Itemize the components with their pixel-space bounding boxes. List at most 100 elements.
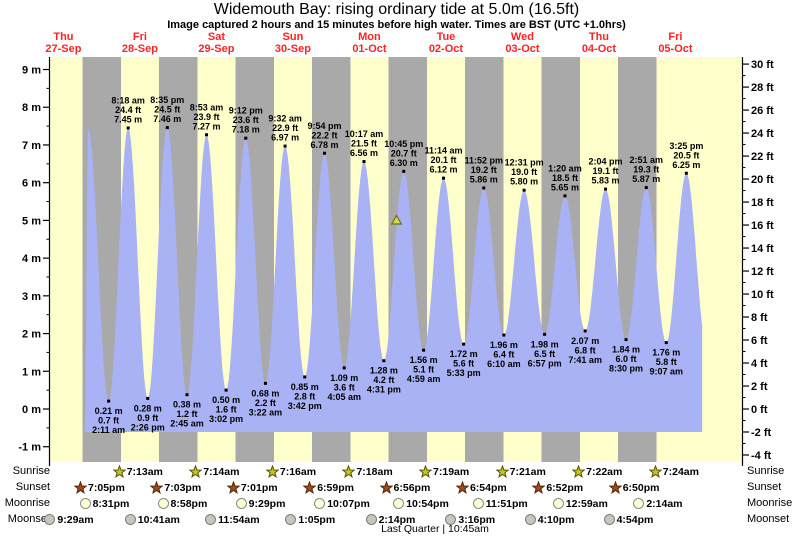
sunrise-time: 7:22am — [586, 465, 623, 478]
moonrise-marker: 10:07pm — [313, 496, 370, 511]
day-weekday: Thu — [588, 31, 610, 43]
sunrise-marker: 7:16am — [265, 464, 317, 479]
tide-extreme-dot — [107, 399, 111, 403]
tide-extreme-dot — [462, 342, 466, 346]
left-axis-label: 4 m — [22, 253, 41, 265]
tide-annotation-line: 2.8 ft — [294, 391, 315, 401]
tide-annotation-line: 20.1 ft — [430, 155, 456, 165]
moonrise-marker: 11:51pm — [472, 496, 528, 511]
tide-annotation-line: 6.78 m — [310, 140, 338, 150]
sunrise-time: 7:16am — [279, 465, 317, 478]
moonset-circle-icon — [603, 514, 615, 525]
tide-annotation-line: 19.1 ft — [593, 166, 619, 176]
sunset-star-icon — [608, 481, 622, 494]
moonset-circle-icon — [205, 514, 217, 525]
tide-annotation-line: 6.0 ft — [616, 354, 637, 364]
sunrise-marker: 7:24am — [648, 464, 699, 479]
day-label: Fri 05-Oct — [637, 31, 713, 55]
tide-annotation-line: 3:42 pm — [288, 401, 322, 411]
tide-annotation-line: 5.6 ft — [453, 359, 474, 369]
moonrise-marker: 12:59am — [552, 496, 608, 511]
tide-annotation-line: 7.18 m — [232, 125, 260, 135]
tide-annotation-line: 1.6 ft — [216, 405, 237, 415]
sunrise-marker: 7:13am — [112, 464, 163, 479]
tide-annotation-line: 2:45 am — [170, 419, 204, 429]
sunrise-time: 7:14am — [203, 465, 240, 478]
moonrise-circle-icon — [633, 498, 645, 509]
moonset-marker: 10:41am — [124, 512, 180, 527]
right-axis-label: -4 ft — [751, 450, 772, 462]
sunset-time: 6:59pm — [317, 481, 354, 494]
tide-annotation-line: 10:17 am — [345, 129, 384, 139]
tide-low-annotation: 1.98 m6.5 ft6:57 pm — [528, 332, 562, 368]
moonset-row-label: Moonset — [7, 513, 50, 525]
right-axis-label: 8 ft — [751, 312, 768, 324]
tide-annotation-line: 6.56 m — [350, 148, 378, 158]
sunrise-star-icon — [419, 465, 433, 478]
day-weekday: Thu — [53, 31, 74, 43]
sunrise-star-icon — [495, 465, 509, 478]
moonset-marker: 11:54am — [204, 512, 260, 527]
tide-annotation-line: 0.7 ft — [98, 416, 119, 426]
tide-annotation-line: 6:57 pm — [528, 358, 562, 368]
sunrise-row-label-right: Sunrise — [747, 465, 785, 477]
tide-extreme-dot — [502, 333, 506, 337]
sunset-star-icon — [379, 481, 393, 494]
tide-annotation-line: 24.5 ft — [154, 105, 180, 115]
moonset-circle-icon — [44, 514, 56, 525]
tide-annotation-line: 0.21 m — [95, 406, 123, 416]
moonrise-marker: 9:29pm — [235, 496, 285, 511]
moonset-circle-icon — [124, 514, 136, 525]
tide-annotation-line: 6.4 ft — [493, 350, 514, 360]
tide-low-annotation: 1.76 m5.8 ft9:07 am — [649, 341, 683, 377]
tide-extreme-dot — [482, 186, 486, 190]
tide-annotation-line: 4.2 ft — [373, 375, 394, 385]
tide-extreme-dot — [583, 329, 587, 333]
tide-annotation-line: 9:12 pm — [229, 106, 263, 116]
tide-annotation-line: 6.5 ft — [534, 349, 555, 359]
left-axis-label: 7 m — [22, 140, 41, 152]
tide-annotation-line: 9:54 pm — [307, 121, 341, 131]
sunrise-row-label: Sunrise — [12, 465, 50, 477]
day-weekday: Mon — [358, 31, 381, 43]
tide-extreme-dot — [664, 341, 668, 345]
right-axis-label: 22 ft — [751, 151, 774, 163]
tide-annotation-line: 3:02 pm — [209, 414, 243, 424]
tide-low-annotation: 1.96 m6.4 ft6:10 am — [487, 333, 521, 369]
tide-annotation-line: 0.50 m — [212, 395, 240, 405]
tide-annotation-line: 4:59 am — [407, 374, 441, 384]
sunrise-time: 7:13am — [126, 465, 163, 478]
right-axis-label: 24 ft — [751, 128, 774, 140]
tide-annotation-line: 6.25 m — [672, 160, 700, 170]
sunset-marker: 6:56pm — [379, 480, 430, 495]
moonset-time: 4:54pm — [616, 513, 654, 526]
sunset-marker: 6:59pm — [303, 480, 354, 495]
moonset-time: 4:10pm — [537, 513, 575, 526]
tide-annotation-line: 0.85 m — [291, 382, 319, 392]
moonrise-row-label-right: Moonrise — [747, 497, 793, 509]
tide-extreme-dot — [342, 366, 346, 370]
tide-annotation-line: 0.9 ft — [137, 413, 158, 423]
sunset-time: 7:01pm — [240, 481, 278, 494]
moonrise-circle-icon — [393, 498, 405, 509]
tide-annotation-line: 1.96 m — [490, 340, 518, 350]
tide-annotation-line: 4:31 pm — [367, 385, 401, 395]
sunrise-marker: 7:18am — [342, 464, 393, 479]
day-weekday: Fri — [668, 31, 683, 43]
tide-annotation-line: 21.5 ft — [351, 139, 377, 149]
tide-annotation-line: 7.27 m — [193, 121, 221, 131]
day-weekday: Sat — [207, 31, 225, 43]
moonrise-time: 11:51pm — [485, 497, 528, 510]
right-axis-label: 4 ft — [751, 358, 768, 370]
day-weekday: Fri — [132, 31, 147, 43]
tide-low-annotation: 1.72 m5.6 ft5:33 pm — [447, 342, 481, 378]
day-date: 01-Oct — [352, 43, 387, 55]
